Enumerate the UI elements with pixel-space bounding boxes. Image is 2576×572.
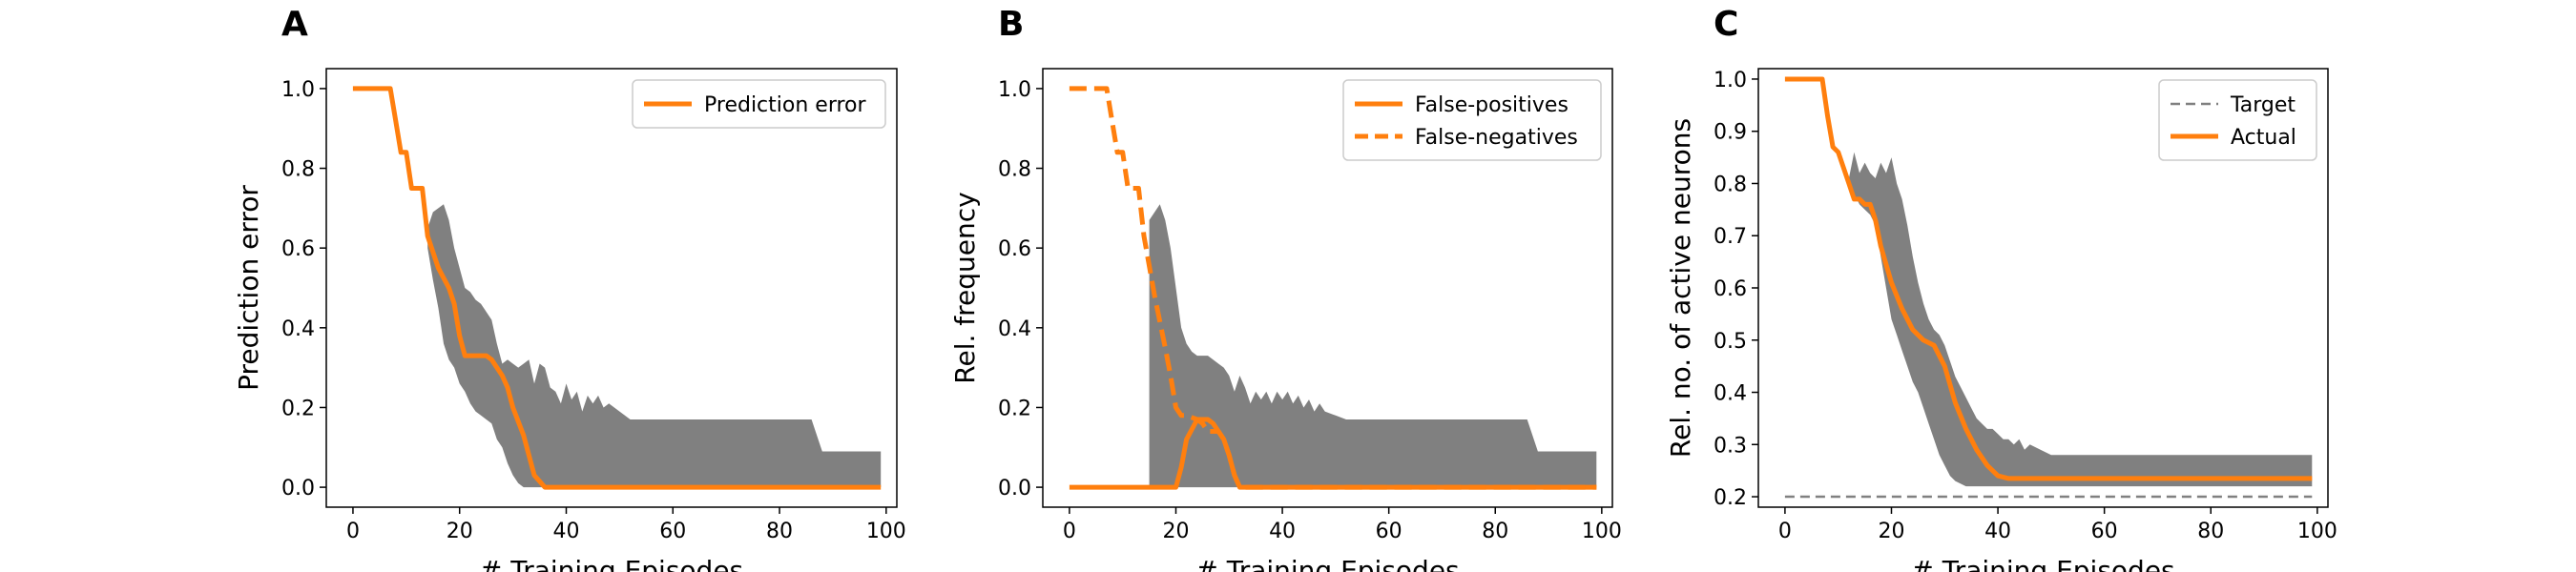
series-line-false-negatives: [1069, 86, 1597, 490]
series-line-prediction-error: [352, 86, 882, 490]
legend-entry: Prediction error: [704, 93, 866, 117]
y-axis-label: Rel. no. of active neurons: [1665, 118, 1696, 458]
y-tick-label: 0.2: [998, 397, 1031, 420]
y-tick-label: 0.8: [281, 158, 315, 182]
legend-entry: Actual: [2231, 126, 2296, 150]
y-tick-label: 0.9: [1714, 121, 1747, 145]
legend: Prediction error: [632, 79, 886, 129]
panel-a: A 0 20 40 60 80 100 0.0 0.2 0.4 0.6 0.8 1.0 # Trainin…: [233, 5, 906, 572]
x-tick-label: 0: [346, 520, 360, 543]
x-tick-label: 60: [1376, 520, 1402, 543]
x-tick-label: 40: [1269, 520, 1296, 543]
y-tick-label: 0.4: [998, 317, 1031, 341]
y-tick-label: 0.0: [998, 477, 1031, 500]
panel-b: B 0 20 40 60 80 100 0.0 0.2 0.4 0.6 0.8 1.0 # Trainin…: [949, 5, 1622, 572]
legend-entry: False-negatives: [1415, 126, 1578, 150]
y-tick-label: 0.6: [281, 237, 315, 261]
y-tick-label: 0.3: [1714, 434, 1747, 458]
x-tick-label: 80: [2197, 520, 2224, 543]
panel-letter: B: [998, 5, 1024, 44]
y-tick-label: 0.4: [281, 317, 315, 341]
y-tick-label: 0.4: [1714, 382, 1747, 406]
x-tick-label: 60: [2091, 520, 2118, 543]
x-tick-label: 40: [1984, 520, 2011, 543]
panel-c: C 0 20 40 60 80 100 0.2 0.3 0.4 0.5 0.6 0.7 0.8 0.9 1.0…: [1665, 5, 2337, 572]
axes-frame: [325, 68, 898, 508]
x-tick-label: 20: [447, 520, 473, 543]
y-tick-label: 0.7: [1714, 225, 1747, 249]
x-tick-label: 40: [552, 520, 579, 543]
legend-entry: Target: [2230, 93, 2296, 117]
legend-box: [2158, 79, 2317, 161]
y-tick-label: 1.0: [1714, 69, 1747, 92]
y-tick-label: 1.0: [281, 78, 315, 102]
y-tick-label: 0.8: [1714, 173, 1747, 196]
series-line-actual: [1784, 76, 2313, 481]
confidence-band: [1848, 152, 2313, 487]
x-axis-label: # Training Episodes: [480, 555, 743, 572]
y-tick-label: 0.2: [281, 397, 315, 420]
confidence-band: [427, 204, 882, 488]
y-tick-label: 0.6: [1714, 277, 1747, 301]
x-tick-label: 100: [1582, 520, 1622, 543]
panel-letter: C: [1714, 5, 1738, 44]
x-axis-label: # Training Episodes: [1195, 555, 1459, 572]
y-tick-label: 1.0: [998, 78, 1031, 102]
x-tick-label: 80: [766, 520, 793, 543]
y-tick-label: 0.6: [998, 237, 1031, 261]
axes-frame: [1042, 68, 1613, 508]
x-tick-label: 100: [866, 520, 906, 543]
y-tick-label: 0.0: [281, 477, 315, 500]
x-tick-label: 0: [1778, 520, 1792, 543]
legend-entry: False-positives: [1415, 93, 1568, 117]
y-tick-label: 0.5: [1714, 330, 1747, 354]
x-tick-label: 20: [1162, 520, 1189, 543]
legend: Target Actual: [2158, 79, 2317, 161]
x-tick-label: 80: [1482, 520, 1508, 543]
x-tick-label: 60: [659, 520, 686, 543]
panel-letter: A: [281, 5, 308, 44]
y-axis-label: Prediction error: [233, 185, 264, 391]
x-tick-label: 0: [1063, 520, 1076, 543]
x-tick-label: 20: [1878, 520, 1904, 543]
y-axis-label: Rel. frequency: [949, 192, 981, 383]
legend: False-positives False-negatives: [1342, 79, 1602, 161]
legend-box: [1342, 79, 1602, 161]
y-tick-label: 0.8: [998, 158, 1031, 182]
x-axis-label: # Training Episodes: [1911, 555, 2174, 572]
legend-box: [632, 79, 886, 129]
y-tick-label: 0.2: [1714, 486, 1747, 510]
confidence-band: [1149, 204, 1597, 488]
x-tick-label: 100: [2297, 520, 2337, 543]
